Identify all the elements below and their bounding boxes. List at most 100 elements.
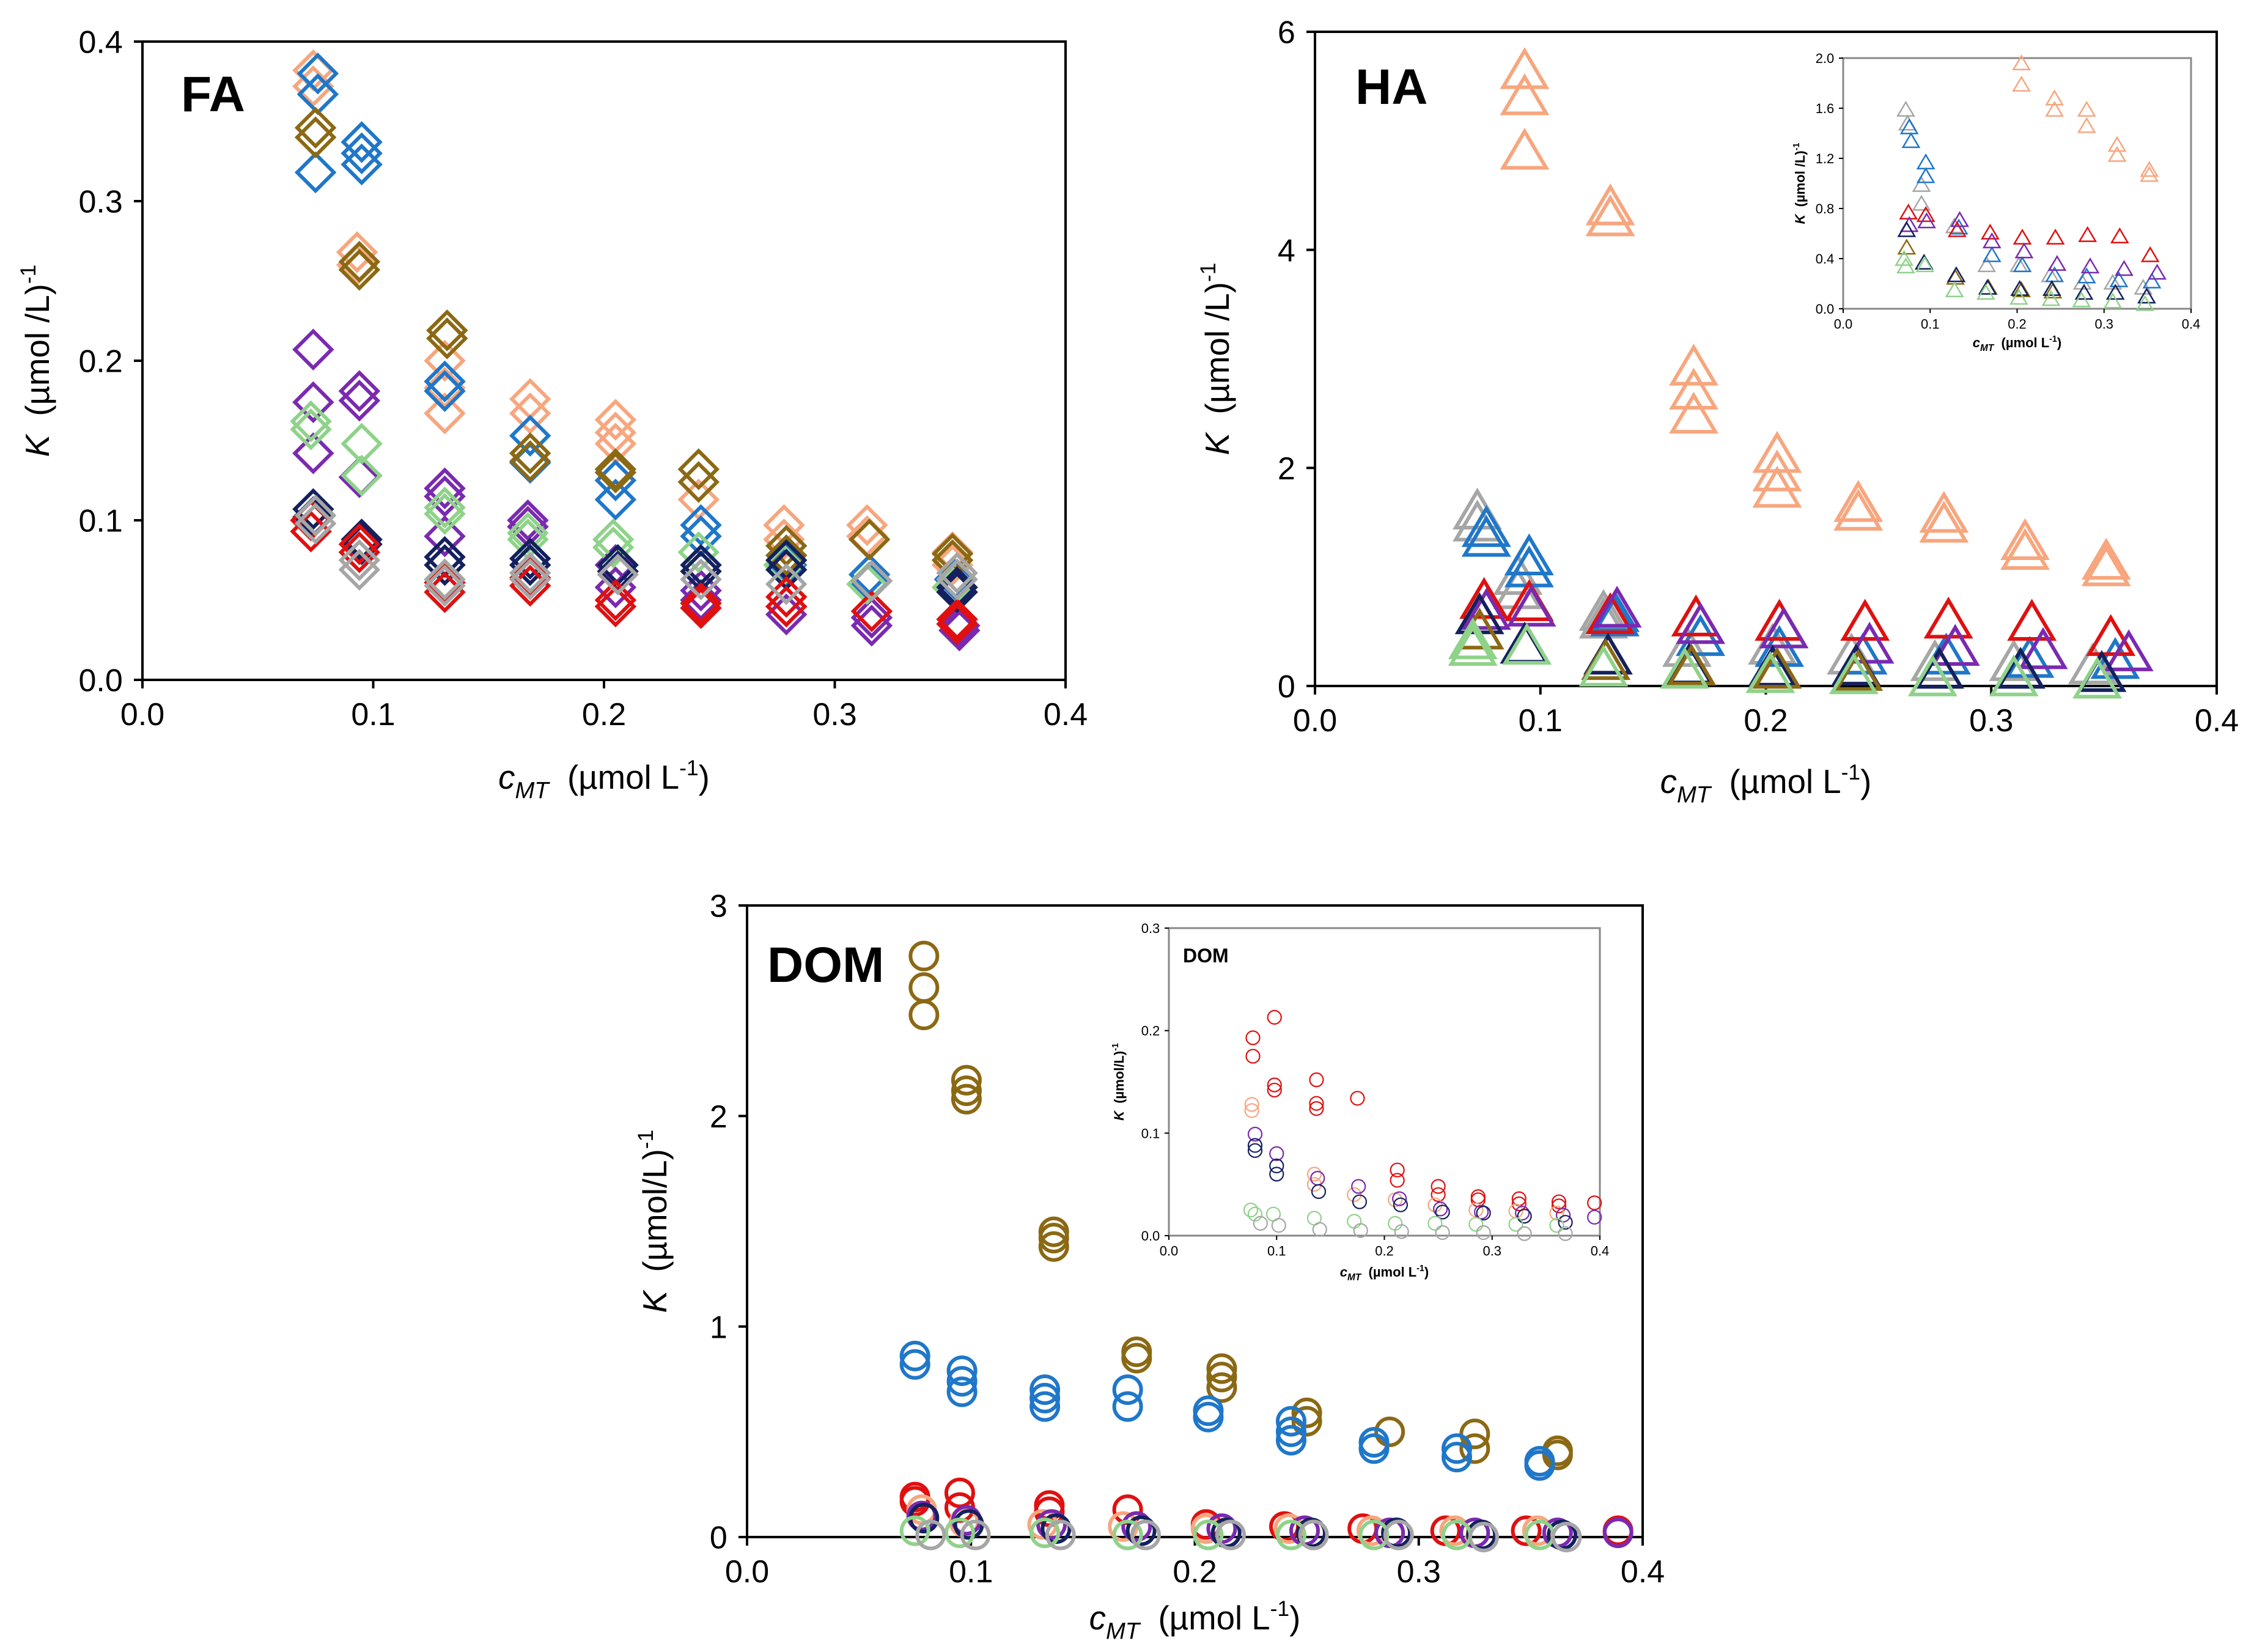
x-axis-label: cMT (µmol L-1): [1340, 1264, 1429, 1283]
y-tick-label: 0.0: [1141, 1228, 1160, 1244]
data-point-salmon: [1306, 1167, 1322, 1182]
series-blue: [899, 1340, 1555, 1481]
data-point-green: [2041, 290, 2061, 306]
panel-fa: 0.0 0.1 0.2 0.3 0.4 0.0 0.1 0.2 0.3 0.4 cMT (µmol …: [16, 25, 1088, 804]
data-point-salmon: [1585, 194, 1635, 237]
y-tick-label: 0: [710, 1521, 727, 1556]
data-point-brown: [1121, 1343, 1152, 1374]
x-tick-label: 0.4: [1591, 1243, 1610, 1258]
data-point-green: [341, 422, 383, 465]
panel-title: HA: [1355, 59, 1427, 115]
x-axis-subscript: MT: [1347, 1272, 1362, 1283]
data-point-salmon: [2077, 100, 2096, 117]
x-axis-unit: (µmol L: [1369, 1264, 1417, 1280]
panel-title: FA: [181, 67, 245, 122]
data-point-red: [680, 582, 722, 624]
data-point-salmon: [1500, 128, 1550, 170]
data-point-brown: [426, 309, 468, 352]
data-point-blue: [1112, 1391, 1143, 1422]
data-point-gray: [936, 551, 978, 594]
data-point-salmon: [2107, 146, 2127, 162]
data-point-blue: [1442, 1442, 1473, 1473]
data-point-purple: [1351, 1179, 1366, 1194]
data-point-salmon: [2077, 117, 2096, 133]
data-point-brown: [765, 534, 808, 577]
data-point-gray: [509, 558, 551, 600]
data-point-red: [1390, 1162, 1405, 1178]
data-point-gray: [424, 558, 466, 600]
data-point-blue: [2077, 267, 2096, 284]
series-salmon: [2012, 54, 2159, 182]
data-point-brown: [1897, 238, 1917, 255]
data-point-salmon: [1669, 344, 1718, 386]
data-point-salmon: [2000, 528, 2050, 570]
series-navy: [1897, 221, 2156, 304]
data-point-purple: [680, 579, 722, 621]
x-axis-gap: [1140, 1599, 1158, 1637]
x-axis-gap: [549, 759, 567, 796]
data-point-green: [1448, 617, 1498, 660]
x-axis-close: ): [1289, 1599, 1300, 1637]
data-point-navy: [292, 488, 334, 530]
x-axis-subscript: MT: [1980, 343, 1995, 353]
x-tick-label: 0.0: [1834, 316, 1853, 331]
data-point-green: [1448, 624, 1498, 666]
data-point-purple: [1247, 1126, 1263, 1142]
data-point-green: [1427, 1215, 1443, 1231]
data-point-brown: [677, 461, 720, 503]
y-axis-unit: (µmol/L): [636, 1149, 674, 1272]
data-point-gray: [509, 551, 551, 594]
data-point-red: [850, 590, 893, 633]
inset-ha: 0.0 0.1 0.2 0.3 0.4 0.0 0.4 0.8 1.2 1.6 2.0 cMT (µm…: [1792, 51, 2200, 353]
x-axis-gap: [1361, 1264, 1368, 1280]
y-tick-label: 0.0: [1816, 301, 1835, 317]
data-point-blue: [594, 478, 637, 521]
data-point-blue: [1589, 594, 1640, 636]
data-point-navy: [1381, 1517, 1412, 1549]
data-point-purple: [850, 596, 893, 639]
y-axis-superscript: -1: [633, 1130, 658, 1149]
y-axis-gap: [1111, 1104, 1127, 1111]
data-point-navy: [1311, 1184, 1327, 1200]
data-point-blue: [1029, 1382, 1061, 1414]
data-point-red: [1551, 1198, 1567, 1214]
data-point-navy: [1476, 1206, 1491, 1221]
data-point-green: [1549, 1218, 1564, 1233]
data-point-salmon: [1752, 449, 1802, 492]
panel-title: DOM: [767, 937, 884, 993]
data-point-blue: [1461, 515, 1511, 557]
data-point-blue: [424, 360, 466, 403]
data-point-red: [338, 523, 381, 566]
data-point-red: [2046, 228, 2065, 245]
data-point-navy: [2074, 284, 2094, 300]
data-point-navy: [2137, 287, 2156, 304]
data-point-brown: [338, 240, 381, 283]
data-point-purple: [424, 475, 466, 518]
data-point-red: [1267, 1082, 1282, 1098]
data-point-brown: [677, 448, 720, 490]
data-point-brown: [1459, 1433, 1490, 1464]
data-point-blue: [341, 132, 383, 174]
x-tick-label: 0.0: [1160, 1243, 1179, 1258]
data-point-red: [594, 579, 637, 621]
y-tick-label: 6: [1278, 15, 1295, 51]
data-point-blue: [509, 415, 551, 457]
y-tick-label: 0.8: [1816, 201, 1835, 216]
x-tick-label: 0.3: [812, 697, 856, 732]
data-point-navy: [1295, 1517, 1327, 1549]
data-point-green: [1945, 281, 1964, 298]
data-point-green: [424, 493, 466, 535]
data-point-red: [1916, 206, 1935, 223]
data-point-green: [944, 1517, 975, 1549]
data-point-brown: [294, 106, 337, 149]
data-point-blue: [1461, 505, 1511, 547]
data-point-green: [1907, 654, 1957, 696]
data-point-purple: [424, 467, 466, 510]
data-point-navy: [1914, 646, 1964, 689]
data-point-blue: [296, 52, 339, 95]
data-point-gray: [680, 558, 722, 600]
plot-frame: [141, 40, 1067, 681]
data-point-gray: [424, 564, 466, 607]
data-point-brown: [848, 518, 891, 561]
